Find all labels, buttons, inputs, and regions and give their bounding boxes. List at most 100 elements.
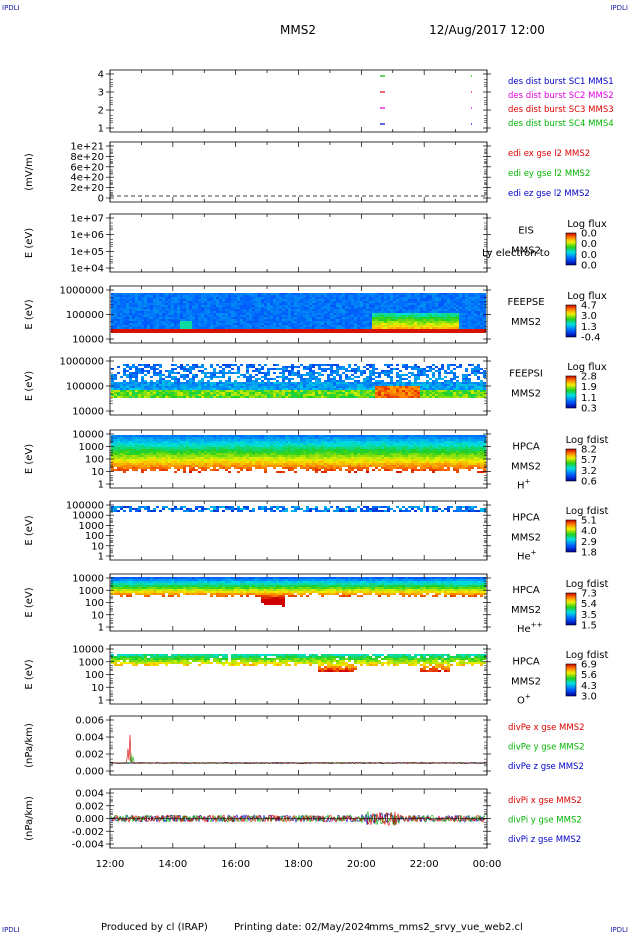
hpca_h-cell xyxy=(120,437,123,439)
feepse-cell xyxy=(132,327,135,329)
feepse-cell xyxy=(381,299,384,301)
feepse-cell xyxy=(312,327,315,329)
hpca_h-cell xyxy=(111,443,114,445)
hpca_h-cell xyxy=(174,471,177,473)
feepse-cell xyxy=(309,323,312,325)
feepsi-cell xyxy=(126,390,129,392)
hpca_h-cell xyxy=(162,461,165,463)
feepse-cell xyxy=(231,309,234,311)
feepse-cell xyxy=(111,317,114,319)
feepse-cell xyxy=(468,309,471,311)
feepse-cell xyxy=(240,309,243,311)
feepsi-cell xyxy=(474,370,477,372)
feepse-cell xyxy=(180,307,183,309)
feepsi-cell xyxy=(165,386,168,388)
feepse-cell xyxy=(297,299,300,301)
feepse-cell xyxy=(465,323,468,325)
feepse-cell xyxy=(273,295,276,297)
feepsi-cell xyxy=(387,390,390,392)
feepse-cell xyxy=(171,321,174,323)
feepsi-cell xyxy=(465,376,468,378)
feepse-cell xyxy=(414,329,417,331)
feepsi-cell xyxy=(138,386,141,388)
feepse-cell xyxy=(222,301,225,303)
feepse-cell xyxy=(282,317,285,319)
feepse-cell xyxy=(198,299,201,301)
feepse-cell xyxy=(291,317,294,319)
feepsi-cell xyxy=(333,364,336,366)
feepsi-cell xyxy=(468,382,471,384)
hpca_h-cell xyxy=(150,449,153,451)
feepse-cell xyxy=(213,319,216,321)
feepsi-cell xyxy=(228,378,231,380)
feepse-cell xyxy=(168,311,171,313)
feepsi-cell xyxy=(324,394,327,396)
feepse-cell xyxy=(456,315,459,317)
feepse-cell xyxy=(285,327,288,329)
feepsi-cell xyxy=(435,370,438,372)
feepse-cell xyxy=(252,323,255,325)
feepse-cell xyxy=(273,309,276,311)
feepsi-cell xyxy=(450,386,453,388)
feepsi-cell xyxy=(126,394,129,396)
feepse-cell xyxy=(225,299,228,301)
hpca_h-cell xyxy=(144,439,147,441)
feepse-cell xyxy=(270,301,273,303)
feepsi-cell xyxy=(411,382,414,384)
feepse-cell xyxy=(183,305,186,307)
feepsi-cell xyxy=(261,376,264,378)
feepsi-cell xyxy=(465,370,468,372)
feepse-cell xyxy=(180,311,183,313)
feepse-cell xyxy=(357,319,360,321)
feepse-cell xyxy=(300,317,303,319)
feepse-cell xyxy=(330,297,333,299)
feepse-cell xyxy=(117,331,120,333)
feepsi-cell xyxy=(246,384,249,386)
hpca_h-cell xyxy=(144,469,147,471)
feepse-cell xyxy=(186,303,189,305)
feepse-cell xyxy=(447,315,450,317)
feepse-cell xyxy=(120,329,123,331)
feepsi-cell xyxy=(189,370,192,372)
feepse-cell xyxy=(219,321,222,323)
feepsi-cell xyxy=(306,382,309,384)
feepse-cell xyxy=(345,299,348,301)
feepse-cell xyxy=(375,305,378,307)
feepse-cell xyxy=(333,295,336,297)
feepse-cell xyxy=(339,315,342,317)
feepse-cell xyxy=(399,293,402,295)
feepsi-cell xyxy=(477,370,480,372)
feepsi-cell xyxy=(165,382,168,384)
hpca_h-cell xyxy=(156,465,159,467)
feepse-cell xyxy=(282,309,285,311)
feepse-cell xyxy=(141,323,144,325)
feepse-cell xyxy=(222,309,225,311)
feepsi-cell xyxy=(483,382,486,384)
feepse-cell xyxy=(252,321,255,323)
feepsi-cell xyxy=(138,390,141,392)
feepse-cell xyxy=(435,323,438,325)
feepse-cell xyxy=(432,315,435,317)
feepsi-cell xyxy=(210,376,213,378)
feepse-cell xyxy=(480,321,483,323)
feepsi-cell xyxy=(162,390,165,392)
feepse-cell xyxy=(141,297,144,299)
feepse-cell xyxy=(423,293,426,295)
feepsi-cell xyxy=(189,396,192,398)
feepsi-cell xyxy=(351,378,354,380)
feepse-cell xyxy=(441,323,444,325)
feepsi-cell xyxy=(345,390,348,392)
hpca_h-cell xyxy=(147,455,150,457)
feepsi-cell xyxy=(231,396,234,398)
feepsi-cell xyxy=(114,390,117,392)
feepse-cell xyxy=(279,323,282,325)
feepse-cell xyxy=(267,329,270,331)
feepse-cell xyxy=(333,319,336,321)
feepsi-colorbar-tick-label: 0.3 xyxy=(581,404,597,415)
feepse-cell xyxy=(210,293,213,295)
feepse-cell xyxy=(198,315,201,317)
feepse-cell xyxy=(267,309,270,311)
hpca_h-cell xyxy=(147,459,150,461)
feepse-cell xyxy=(186,323,189,325)
feepsi-cell xyxy=(240,392,243,394)
